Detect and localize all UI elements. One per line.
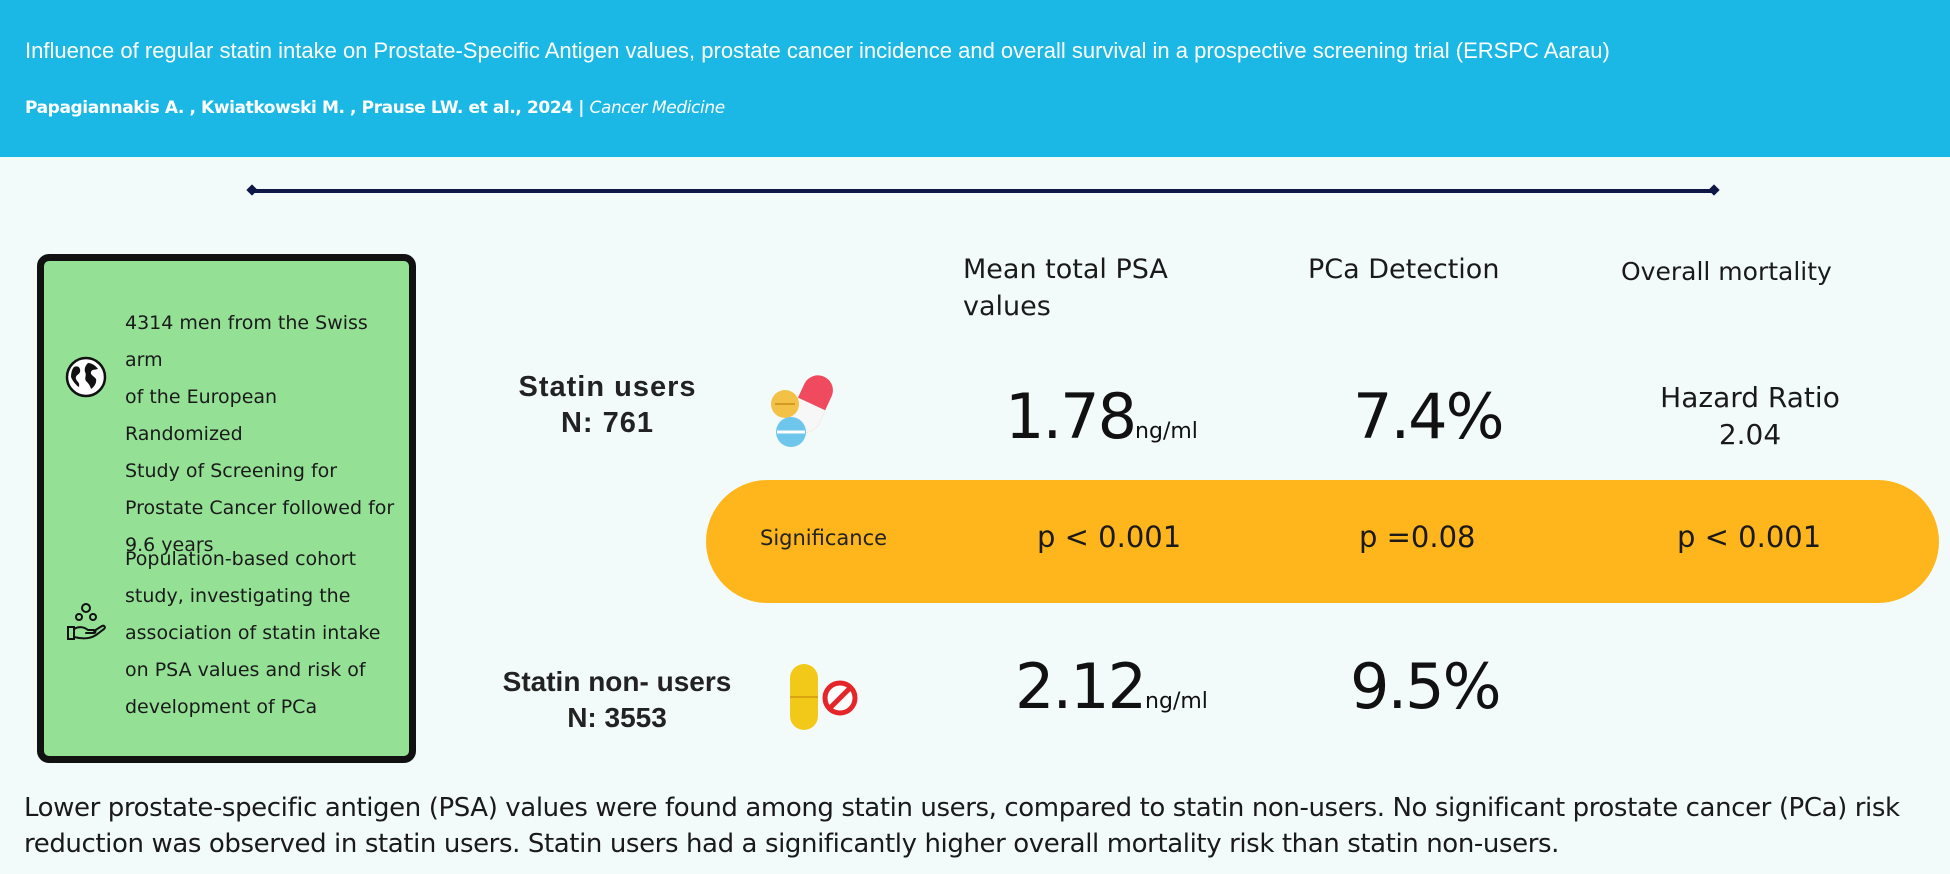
column-header-detection: PCa Detection	[1308, 254, 1500, 285]
citation: Papagiannakis A. , Kwiatkowski M. , Prau…	[25, 98, 725, 118]
journal-name: Cancer Medicine	[589, 98, 726, 118]
non-users-label-block: Statin non- users N: 3553	[482, 664, 752, 736]
non-users-detection: 9.5%	[1350, 650, 1502, 723]
statin-users-psa-value: 1.78	[1005, 380, 1137, 453]
globe-icon	[65, 356, 107, 398]
mortality-p-value: p < 0.001	[1677, 520, 1822, 554]
population-text: 4314 men from the Swiss arm of the Europ…	[125, 312, 395, 556]
authors: Papagiannakis A. , Kwiatkowski M. , Prau…	[25, 98, 590, 118]
detection-p-value: p =0.08	[1359, 520, 1476, 554]
study-info-box: 4314 men from the Swiss arm of the Europ…	[37, 254, 416, 763]
pills-icon	[771, 375, 833, 447]
header-banner: Influence of regular statin intake on Pr…	[0, 0, 1950, 157]
column-header-mortality: Overall mortality	[1621, 257, 1832, 286]
statin-users-label: Statin users	[518, 371, 697, 403]
divider-line	[252, 189, 1714, 193]
page-title: Influence of regular statin intake on Pr…	[25, 38, 1610, 63]
design-text: Population-based cohort study, investiga…	[125, 548, 381, 718]
non-users-psa-value: 2.12	[1015, 650, 1147, 723]
hand-with-people-icon	[67, 603, 106, 640]
statin-users-psa-unit: ng/ml	[1135, 419, 1198, 444]
hazard-ratio-value: 2.04	[1718, 418, 1782, 451]
statin-users-n: N: 761	[560, 407, 655, 439]
non-users-label: Statin non- users	[502, 666, 732, 697]
statin-users-detection: 7.4%	[1353, 380, 1505, 453]
non-users-psa-unit: ng/ml	[1145, 689, 1208, 714]
non-users-n: N: 3553	[567, 702, 667, 733]
statin-users-psa: 1.78ng/ml	[1005, 380, 1198, 453]
statin-users-label-block: Statin users N: 761	[470, 369, 745, 441]
column-header-psa: Mean total PSA values	[963, 254, 1168, 322]
significance-label: Significance	[760, 526, 888, 550]
hazard-ratio-block: Hazard Ratio 2.04	[1620, 379, 1880, 453]
significance-pill: Significance p < 0.001 p =0.08 p < 0.001	[706, 480, 1939, 603]
no-pill-icon	[790, 664, 858, 730]
summary-text: Lower prostate-specific antigen (PSA) va…	[24, 793, 1900, 859]
non-users-psa: 2.12ng/ml	[1015, 650, 1208, 723]
hazard-ratio-label: Hazard Ratio	[1660, 381, 1840, 414]
psa-p-value: p < 0.001	[1037, 520, 1182, 554]
